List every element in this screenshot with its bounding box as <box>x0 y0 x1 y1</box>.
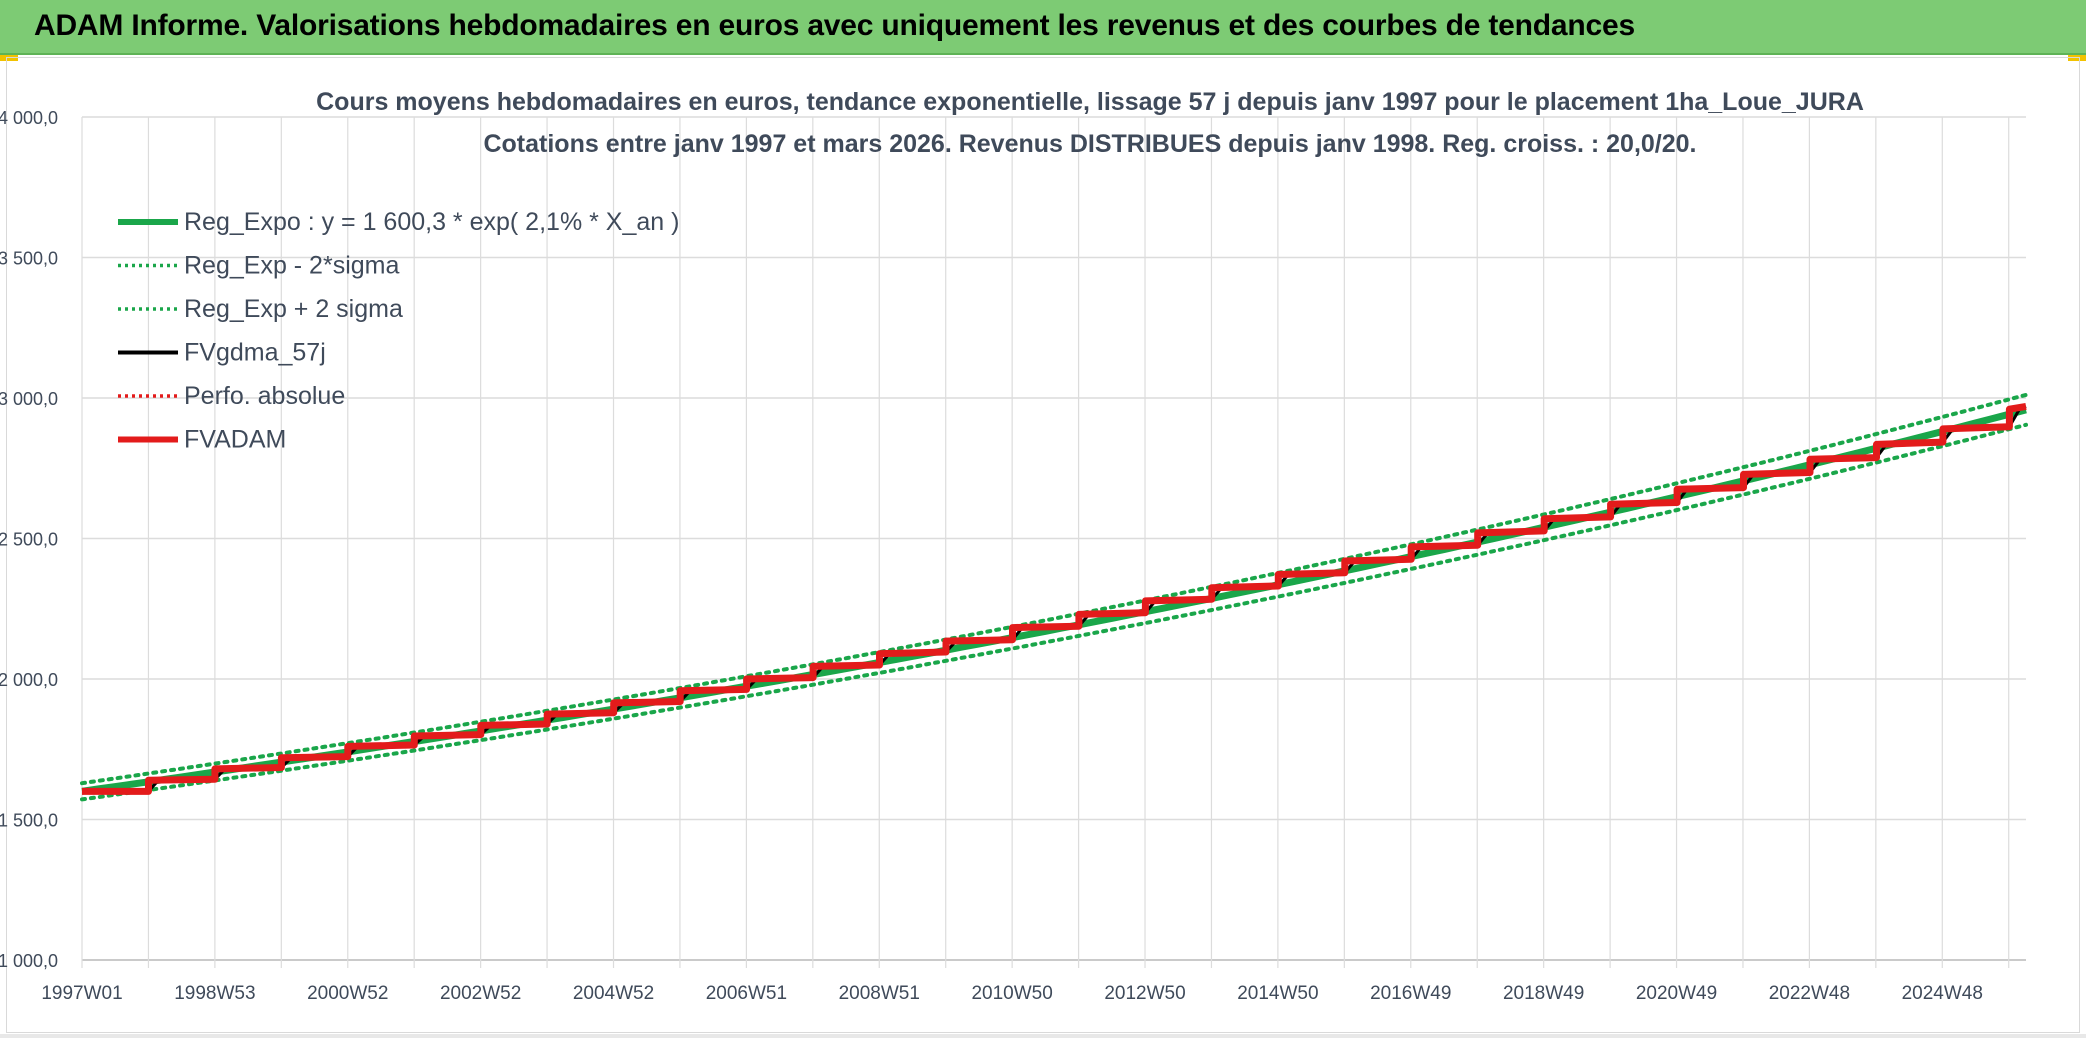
report-title: ADAM Informe. Valorisations hebdomadaire… <box>34 9 1635 42</box>
series-fvadam <box>82 402 2027 795</box>
x-tick-label: 1997W01 <box>41 983 122 1004</box>
y-tick-label: 4 000,0 <box>0 108 58 128</box>
x-tick-label: 2008W51 <box>839 983 920 1004</box>
y-tick-label: 1 500,0 <box>0 811 58 831</box>
x-tick-label: 2018W49 <box>1503 983 1584 1004</box>
x-tick-label: 2022W48 <box>1769 983 1850 1004</box>
legend-label: Reg_Exp + 2 sigma <box>184 295 403 323</box>
corner-marker <box>2068 55 2086 61</box>
legend: Reg_Expo : y = 1 600,3 * exp( 2,1% * X_a… <box>118 208 679 454</box>
y-tick-label: 3 500,0 <box>0 249 58 269</box>
x-tick-label: 2002W52 <box>440 983 521 1004</box>
x-tick-label: 2012W50 <box>1104 983 1185 1004</box>
series <box>80 392 2028 802</box>
legend-label: Perfo. absolue <box>184 382 345 410</box>
legend-label: Reg_Expo : y = 1 600,3 * exp( 2,1% * X_a… <box>184 208 679 236</box>
y-axis: 1 000,0 1 500,0 2 000,0 2 500,0 3 000,0 3 500… <box>0 108 58 971</box>
x-tick-label: 2004W52 <box>573 983 654 1004</box>
x-tick-label: 2000W52 <box>307 983 388 1004</box>
chart-subtitle: Cotations entre janv 1997 et mars 2026. … <box>483 130 1696 158</box>
y-tick-label: 2 000,0 <box>0 670 58 690</box>
corner-marker <box>0 55 18 61</box>
x-tick-label: 2010W50 <box>971 983 1052 1004</box>
legend-label: Reg_Exp - 2*sigma <box>184 252 399 280</box>
series-fvgdma-57j <box>82 405 2027 793</box>
y-tick-label: 1 000,0 <box>0 951 58 971</box>
x-tick-label: 2014W50 <box>1237 983 1318 1004</box>
chart-title: Cours moyens hebdomadaires en euros, ten… <box>316 88 1864 116</box>
y-tick-label: 3 000,0 <box>0 389 58 409</box>
x-tick-label: 2006W51 <box>706 983 787 1004</box>
x-tick-label: 1998W53 <box>174 983 255 1004</box>
x-tick-label: 2024W48 <box>1902 983 1983 1004</box>
x-tick-label: 2016W49 <box>1370 983 1451 1004</box>
y-tick-label: 2 500,0 <box>0 530 58 550</box>
series-reg-exp-plus-2sigma <box>80 392 2028 786</box>
series-reg-expo <box>81 406 2027 795</box>
legend-label: FVADAM <box>184 426 286 454</box>
x-axis: 1997W01 1998W53 2000W52 2002W52 2004W52 2006W… <box>41 983 1983 1004</box>
grid <box>81 116 2026 968</box>
legend-label: FVgdma_57j <box>184 339 326 367</box>
report-banner: ADAM Informe. Valorisations hebdomadaire… <box>0 0 2086 55</box>
series-reg-exp-minus-2sigma <box>80 422 2028 802</box>
bottom-bar <box>0 1034 2086 1038</box>
x-tick-label: 2020W49 <box>1636 983 1717 1004</box>
chart-frame <box>6 57 2080 1033</box>
